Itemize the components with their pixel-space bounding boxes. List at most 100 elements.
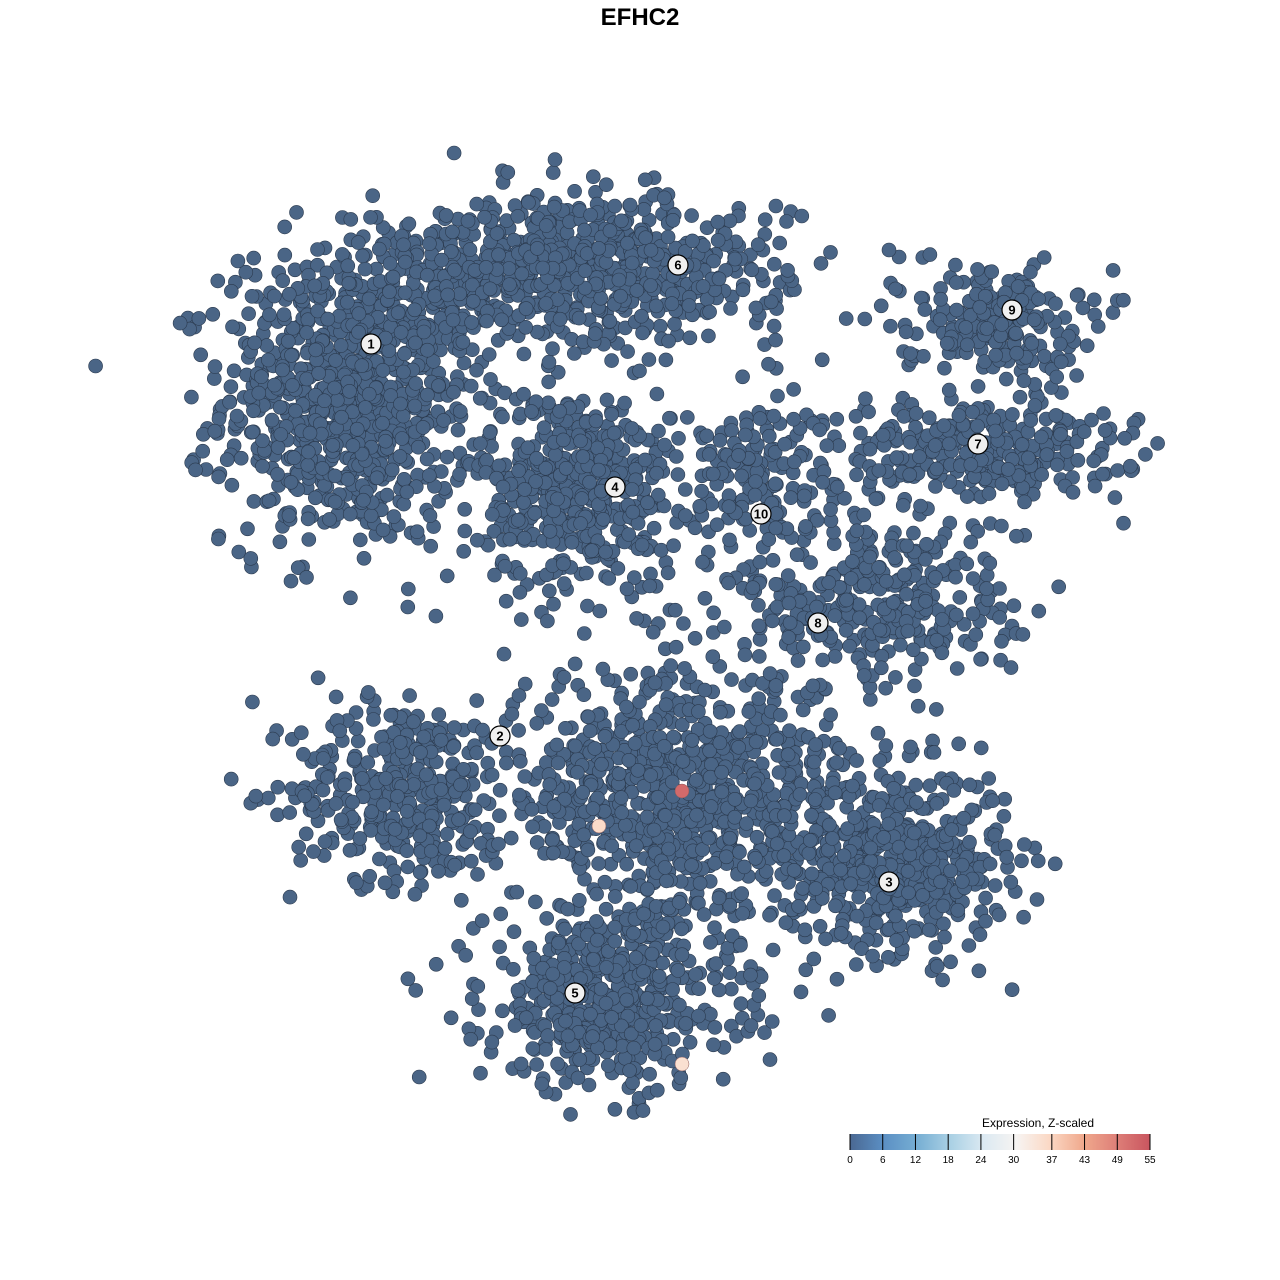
data-point-cluster-1 — [211, 411, 227, 427]
data-point-cluster-6 — [838, 311, 854, 326]
data-point-cluster-5 — [845, 778, 860, 794]
data-point-cluster-4 — [512, 585, 528, 600]
data-point-cluster-2 — [400, 859, 416, 875]
data-point-cluster-1 — [383, 388, 399, 403]
data-point-cluster-1 — [384, 462, 400, 478]
data-point-cluster-5 — [464, 991, 480, 1007]
data-point-cluster-5 — [542, 777, 558, 793]
data-point-cluster-8 — [934, 645, 950, 661]
data-point-cluster-5 — [484, 767, 500, 783]
data-point-cluster-6 — [440, 287, 456, 303]
data-point-cluster-3 — [1003, 874, 1019, 890]
data-point-cluster-5 — [648, 1018, 664, 1033]
data-point-cluster-2 — [392, 735, 408, 750]
data-point-cluster-4 — [588, 413, 604, 429]
data-point-cluster-6 — [545, 165, 561, 180]
data-point-cluster-4 — [601, 571, 617, 586]
data-point-cluster-4 — [584, 543, 600, 558]
data-point-cluster-3 — [956, 810, 972, 826]
data-point-cluster-5 — [821, 1008, 836, 1023]
data-point-cluster-5 — [651, 969, 667, 984]
data-point-cluster-3 — [1016, 909, 1031, 925]
data-point-cluster-2 — [315, 751, 331, 766]
data-point-cluster-1 — [253, 369, 269, 385]
data-point-cluster-7 — [1150, 436, 1165, 451]
data-point-cluster-5 — [632, 694, 647, 710]
data-point-cluster-2 — [348, 875, 364, 891]
data-point-cluster-2 — [399, 843, 415, 859]
data-point-cluster-1 — [356, 550, 372, 566]
data-point-cluster-5 — [762, 907, 777, 923]
data-point-cluster-1 — [393, 396, 408, 412]
data-point-cluster-4 — [575, 449, 591, 465]
data-point-cluster-1 — [283, 573, 299, 589]
data-point-cluster-2 — [419, 767, 434, 783]
data-point-cluster-1 — [226, 363, 242, 379]
data-point-cluster-4 — [610, 561, 626, 576]
data-point-cluster-8 — [737, 647, 753, 663]
data-point-cluster-4 — [619, 581, 635, 597]
data-point-cluster-5 — [703, 935, 718, 950]
data-point-cluster-5 — [707, 920, 722, 936]
data-point-cluster-4 — [671, 430, 686, 446]
data-point-cluster-8 — [906, 525, 921, 541]
data-point-cluster-3 — [1047, 856, 1063, 872]
data-point-cluster-6 — [546, 199, 562, 215]
data-point-cluster-3 — [978, 913, 993, 929]
data-point-cluster-5 — [792, 787, 808, 802]
data-point-cluster-3 — [971, 963, 987, 979]
data-point-cluster-4 — [457, 501, 473, 517]
data-point-cluster-6 — [419, 267, 435, 283]
data-point-cluster-6 — [735, 282, 751, 298]
data-point-cluster-1 — [396, 471, 412, 487]
data-point-cluster-4 — [634, 537, 650, 553]
data-point-cluster-1 — [327, 468, 343, 484]
data-point-cluster-5 — [636, 906, 652, 922]
data-point-cluster-1 — [270, 466, 285, 482]
data-point-cluster-5 — [665, 982, 680, 997]
data-point-cluster-5 — [907, 923, 922, 939]
data-point-cluster-6 — [710, 214, 726, 230]
data-point-cluster-3 — [972, 927, 988, 943]
data-point-cluster-6 — [276, 307, 292, 322]
data-point-cluster-6 — [585, 169, 601, 184]
data-point-cluster-5 — [595, 661, 611, 677]
data-point-cluster-5 — [771, 765, 787, 780]
data-point-cluster-5 — [769, 732, 785, 747]
data-point-cluster-5 — [849, 753, 864, 768]
data-point-cluster-5 — [687, 630, 703, 646]
data-point-cluster-5 — [545, 966, 561, 982]
data-point-cluster-1 — [222, 394, 237, 410]
data-point-cluster-5 — [594, 756, 609, 772]
data-point-cluster-5 — [712, 704, 728, 720]
data-point-cluster-3 — [997, 791, 1013, 807]
data-point-cluster-6 — [634, 308, 649, 324]
chart-title: EFHC2 — [600, 4, 680, 31]
data-point-cluster-4 — [666, 538, 681, 554]
data-point-cluster-5 — [585, 801, 601, 816]
data-point-cluster-3 — [962, 777, 977, 793]
data-point-cluster-6 — [434, 252, 449, 268]
data-point-cluster-6 — [881, 242, 897, 258]
data-point-cluster-5 — [585, 1029, 600, 1044]
data-point-cluster-6 — [735, 369, 750, 385]
data-point-cluster-2 — [436, 797, 452, 813]
data-point-cluster-7 — [1034, 429, 1049, 445]
data-point-cluster-5 — [550, 755, 566, 771]
data-point-cluster-3 — [871, 798, 887, 813]
data-point-cluster-4 — [625, 504, 641, 520]
data-point-cluster-1 — [266, 288, 282, 304]
data-point-cluster-5 — [623, 666, 639, 682]
data-point-cluster-3 — [999, 849, 1015, 865]
data-point-cluster-8 — [642, 578, 658, 594]
data-point-cluster-6 — [710, 233, 726, 248]
data-point-cluster-7 — [875, 427, 891, 443]
data-point-cluster-2 — [416, 729, 432, 745]
data-point-cluster-1 — [352, 532, 368, 548]
data-point-cluster-6 — [567, 184, 582, 199]
data-point-cluster-5 — [732, 844, 747, 860]
data-point-cluster-1 — [379, 487, 395, 503]
data-point-cluster-2 — [469, 693, 485, 708]
data-point-cluster-3 — [1014, 853, 1029, 869]
data-point-cluster-4 — [621, 527, 637, 542]
